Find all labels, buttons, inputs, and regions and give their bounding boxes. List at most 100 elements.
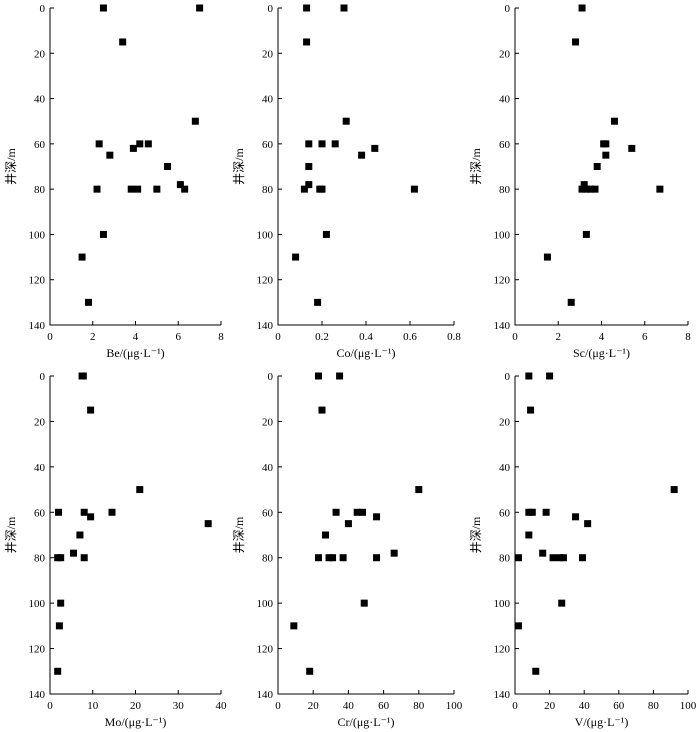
y-tick-label: 0 [40,371,46,383]
chart-panel-2: 0 0.2 0.4 0.6 0.8 0 20 40 60 80 100 120 140 Co/(μg·L⁻… [232,3,461,360]
data-point [329,554,337,562]
data-point [344,520,352,528]
data-point [353,508,361,516]
x-tick-label: 6 [176,331,182,343]
y-axis-label: 井深/m [232,516,246,553]
data-point [578,554,586,562]
data-point [322,230,330,238]
data-point [358,151,366,159]
data-point [318,406,326,414]
data-point [305,181,313,189]
y-tick-label: 20 [34,416,46,428]
y-axis-label: 井深/m [4,516,18,553]
data-point [373,513,381,521]
data-point [318,140,326,148]
data-point [390,549,398,557]
data-point [602,140,610,148]
data-point [87,406,95,414]
data-point [106,151,114,159]
data-point [55,622,63,630]
y-tick-label: 140 [494,689,511,701]
data-point [542,508,550,516]
data-point [176,181,184,189]
x-tick-label: 40 [343,700,355,712]
data-point [587,185,595,193]
data-point [373,554,381,562]
data-point [514,622,522,630]
data-point [136,486,144,494]
x-tick-label: 8 [685,331,691,343]
x-tick-label: 8 [218,331,224,343]
data-point [134,185,142,193]
data-point [129,144,137,152]
y-tick-label: 40 [499,462,511,474]
data-point [610,117,618,125]
data-point [78,253,86,261]
data-point [567,298,575,306]
x-tick-label: 0.4 [359,331,373,343]
data-point [93,185,101,193]
y-tick-label: 20 [34,48,46,60]
data-point [305,163,313,170]
y-tick-label: 40 [34,94,46,106]
y-tick-label: 80 [499,184,511,196]
y-tick-label: 0 [268,3,274,15]
y-tick-label: 140 [29,689,46,701]
data-point [303,4,311,12]
data-point [525,531,533,539]
data-point [119,38,127,46]
data-point [204,520,212,528]
y-axis-label: 井深/m [469,516,483,553]
data-point [87,513,95,521]
x-tick-label: 80 [413,700,425,712]
data-point [332,508,340,516]
y-tick-label: 60 [499,507,511,519]
x-tick-label: 0.6 [403,331,417,343]
y-axis-label: 井深/m [469,148,483,185]
axis-frame [49,8,221,326]
y-tick-label: 120 [494,644,511,656]
y-tick-label: 120 [29,644,46,656]
x-tick-label: 40 [216,700,228,712]
axis-frame [514,8,688,326]
y-tick-label: 80 [262,184,274,196]
x-axis-label: Sc/(μg·L⁻¹) [573,346,630,360]
y-tick-label: 40 [262,94,274,106]
data-point [358,508,366,516]
x-tick-label: 4 [133,331,139,343]
data-point [584,520,592,528]
data-point [314,372,322,380]
axis-frame [277,8,454,326]
data-point [593,163,601,170]
y-tick-label: 20 [262,416,274,428]
data-point [371,144,379,152]
data-point [196,4,204,12]
y-tick-label: 0 [40,3,46,15]
data-point [572,38,580,46]
axis-frame [277,376,454,695]
data-point [578,185,586,193]
x-tick-label: 40 [579,700,591,712]
y-tick-label: 100 [29,229,46,241]
data-point [318,185,326,193]
data-point [153,185,161,193]
x-tick-label: 0 [47,331,53,343]
data-point [580,181,588,189]
y-tick-label: 100 [257,229,274,241]
data-point [339,554,347,562]
x-tick-label: 20 [308,700,320,712]
y-tick-label: 60 [262,139,274,151]
data-point [108,508,116,516]
data-point [528,508,536,516]
x-tick-label: 80 [648,700,660,712]
x-axis-label: Co/(μg·L⁻¹) [336,346,395,360]
data-point [582,185,590,193]
data-point [340,4,348,12]
data-point [572,513,580,521]
data-point [628,144,636,152]
data-point [99,230,107,238]
chart-panel-5: 0 20 40 60 80 100 0 20 40 60 80 100 120 140 Cr/(μg·L⁻¹… [232,371,463,729]
data-point [300,185,308,193]
